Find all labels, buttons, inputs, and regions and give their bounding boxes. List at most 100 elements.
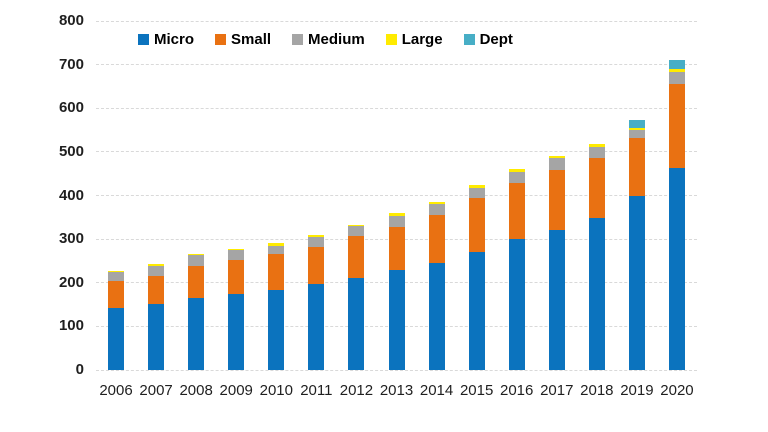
bar-segment-large-2006 [108, 270, 125, 273]
x-axis-tick-label: 2014 [419, 382, 454, 399]
legend-item-micro: Micro [138, 32, 194, 47]
bar-segment-large-2017 [548, 155, 565, 159]
bar-segment-small-2011 [308, 246, 325, 284]
bar-segment-large-2019 [628, 127, 645, 131]
bar-segment-medium-2012 [348, 226, 365, 237]
y-axis-tick-label: 200 [58, 273, 84, 291]
bar-segment-micro-2010 [268, 289, 285, 370]
legend-label: Small [231, 31, 272, 48]
bar-segment-small-2013 [388, 226, 405, 271]
legend-item-small: Small [215, 32, 271, 47]
y-axis-tick-label: 300 [58, 230, 84, 248]
bar-segment-large-2020 [668, 68, 685, 73]
gridline [96, 151, 697, 153]
bar-segment-micro-2016 [508, 239, 525, 370]
gridline [96, 107, 697, 109]
bar-segment-large-2010 [268, 243, 285, 246]
bar-segment-micro-2012 [348, 278, 365, 370]
legend-swatch-icon [292, 34, 304, 45]
bar-segment-small-2016 [508, 182, 525, 240]
legend-item-dept: Dept [463, 31, 513, 48]
bar-segment-medium-2010 [268, 245, 285, 255]
legend-label: Large [401, 31, 443, 48]
y-axis-tick-label: 100 [58, 317, 84, 335]
bar-segment-medium-2014 [428, 203, 445, 215]
y-axis-tick-label: 500 [58, 142, 84, 160]
bar-segment-large-2012 [348, 224, 365, 227]
bar-segment-small-2007 [148, 275, 165, 304]
bar-segment-micro-2018 [588, 218, 605, 370]
chart-legend: Micro Small Medium Large Dept [138, 32, 513, 47]
bar-segment-small-2017 [548, 170, 565, 230]
x-axis-tick-label: 2009 [219, 382, 253, 399]
legend-swatch-icon [215, 34, 227, 45]
x-axis-tick-label: 2006 [99, 382, 133, 399]
x-axis-tick-label: 2008 [179, 382, 213, 399]
bar-segment-medium-2008 [188, 255, 205, 267]
bar-segment-large-2013 [388, 213, 405, 216]
bar-segment-medium-2020 [668, 72, 685, 85]
x-axis-tick-label: 2019 [620, 382, 654, 399]
bar-segment-small-2012 [348, 236, 365, 279]
legend-swatch-icon [385, 34, 397, 45]
bar-segment-medium-2007 [148, 265, 165, 276]
bar-segment-micro-2011 [308, 283, 325, 370]
bar-segment-large-2014 [428, 202, 445, 204]
bar-segment-medium-2006 [108, 272, 125, 282]
bar-segment-medium-2015 [468, 187, 485, 198]
bar-segment-micro-2007 [148, 303, 165, 370]
x-axis-tick-label: 2016 [500, 382, 534, 399]
legend-label: Medium [308, 31, 365, 48]
bar-segment-large-2007 [148, 264, 165, 266]
bar-segment-medium-2011 [308, 236, 325, 247]
bar-segment-medium-2018 [588, 147, 605, 159]
bar-segment-micro-2017 [548, 229, 565, 370]
legend-label: Dept [479, 31, 513, 48]
x-axis-tick-label: 2017 [540, 382, 574, 399]
bar-segment-small-2006 [108, 281, 125, 308]
x-axis-tick-label: 2007 [139, 382, 173, 399]
bar-segment-large-2016 [508, 169, 525, 173]
y-axis-tick-label: 700 [58, 55, 84, 73]
bar-segment-micro-2015 [468, 252, 485, 370]
bar-segment-small-2009 [228, 260, 245, 294]
x-axis-tick-label: 2020 [660, 382, 694, 399]
bar-segment-large-2011 [308, 235, 325, 237]
legend-label: Micro [154, 31, 195, 48]
bar-segment-micro-2009 [228, 293, 245, 370]
bar-segment-micro-2020 [668, 168, 685, 370]
bar-segment-medium-2016 [508, 172, 525, 183]
legend-item-medium: Medium [292, 32, 365, 47]
bar-segment-large-2009 [228, 248, 245, 251]
bar-segment-dept-2019 [628, 119, 645, 128]
bar-segment-small-2014 [428, 214, 445, 264]
bar-segment-medium-2013 [388, 216, 405, 227]
gridline [96, 369, 697, 371]
bar-segment-small-2008 [188, 266, 205, 298]
gridline [96, 20, 697, 22]
legend-swatch-icon [138, 34, 149, 45]
bar-segment-dept-2020 [668, 60, 685, 69]
y-axis-tick-label: 600 [58, 99, 84, 117]
bar-segment-small-2015 [468, 197, 485, 253]
legend-swatch-icon [463, 34, 475, 45]
x-axis-tick-label: 2018 [580, 382, 614, 399]
bar-segment-micro-2008 [188, 297, 205, 370]
bar-segment-medium-2009 [228, 250, 245, 261]
bar-segment-large-2015 [468, 185, 485, 188]
bar-segment-small-2010 [268, 254, 285, 290]
x-axis-tick-label: 2010 [259, 382, 293, 399]
bar-segment-small-2019 [628, 138, 645, 196]
y-axis-tick-label: 800 [58, 12, 84, 29]
y-axis-tick-label: 400 [58, 186, 84, 204]
bar-segment-large-2018 [588, 144, 605, 148]
bar-segment-large-2008 [188, 253, 205, 256]
x-axis-tick-label: 2012 [339, 382, 374, 399]
x-axis-tick-label: 2011 [300, 382, 333, 399]
bar-segment-small-2020 [668, 84, 685, 168]
bar-segment-medium-2019 [628, 130, 645, 139]
gridline [96, 195, 697, 196]
bar-segment-micro-2019 [628, 195, 645, 370]
legend-item-large: Large [385, 31, 443, 48]
